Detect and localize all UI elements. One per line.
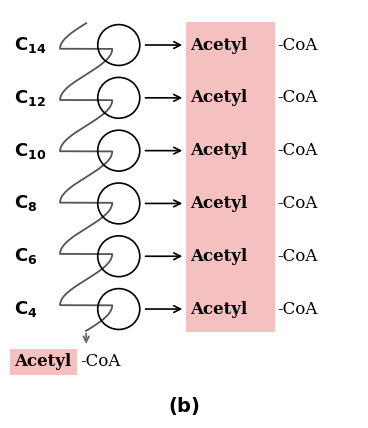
Text: -CoA: -CoA xyxy=(277,142,318,159)
Text: Acetyl: Acetyl xyxy=(14,354,71,370)
Text: $\mathbf{(b)}$: $\mathbf{(b)}$ xyxy=(168,395,200,417)
Text: $\mathbf{C}_{\mathbf{14}}$: $\mathbf{C}_{\mathbf{14}}$ xyxy=(14,35,46,55)
Text: -CoA: -CoA xyxy=(277,248,318,265)
Bar xyxy=(186,22,275,332)
Text: Acetyl: Acetyl xyxy=(190,195,247,212)
Text: -CoA: -CoA xyxy=(277,195,318,212)
Text: $\mathbf{C}_{\mathbf{6}}$: $\mathbf{C}_{\mathbf{6}}$ xyxy=(14,246,37,266)
Bar xyxy=(10,349,77,374)
Text: Acetyl: Acetyl xyxy=(190,36,247,54)
Text: Acetyl: Acetyl xyxy=(190,248,247,265)
Text: Acetyl: Acetyl xyxy=(190,142,247,159)
Text: $\mathbf{C}_{\mathbf{12}}$: $\mathbf{C}_{\mathbf{12}}$ xyxy=(14,88,46,108)
Text: -CoA: -CoA xyxy=(277,36,318,54)
Text: $\mathbf{C}_{\mathbf{10}}$: $\mathbf{C}_{\mathbf{10}}$ xyxy=(14,141,46,160)
Text: Acetyl: Acetyl xyxy=(190,300,247,318)
Text: $\mathbf{C}_{\mathbf{8}}$: $\mathbf{C}_{\mathbf{8}}$ xyxy=(14,193,37,214)
Text: Acetyl: Acetyl xyxy=(190,89,247,106)
Text: -CoA: -CoA xyxy=(277,89,318,106)
Text: $\mathbf{C}_{\mathbf{4}}$: $\mathbf{C}_{\mathbf{4}}$ xyxy=(14,299,37,319)
Text: -CoA: -CoA xyxy=(277,300,318,318)
Text: -CoA: -CoA xyxy=(80,354,120,370)
